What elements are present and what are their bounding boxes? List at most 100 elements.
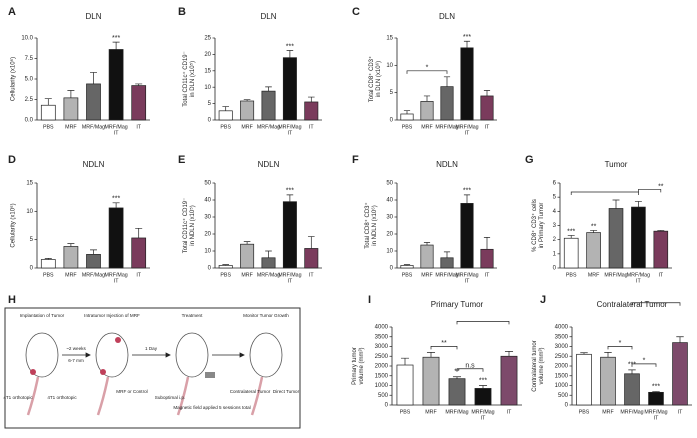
bracket xyxy=(430,346,458,350)
bar xyxy=(448,378,466,406)
step: Intratumor Injection of MRF xyxy=(84,313,140,318)
y-tick-label: 5 xyxy=(390,90,394,96)
y-axis-label: in Primary Tumor xyxy=(539,203,545,249)
error-bar xyxy=(89,249,98,255)
x-tick-label: IT xyxy=(309,272,314,278)
bar xyxy=(440,86,454,121)
y-tick-label: 0 xyxy=(30,266,34,272)
y-tick-label: 0 xyxy=(390,266,394,272)
error-bar xyxy=(286,50,294,58)
panel-label: E xyxy=(178,154,185,166)
x-tick-label: IT xyxy=(465,278,470,284)
error-bar xyxy=(483,237,491,250)
error-bar xyxy=(504,351,514,357)
significance: * xyxy=(619,340,622,347)
tail xyxy=(26,376,40,416)
y-tick-label: 2 xyxy=(553,237,557,243)
note: MRF or Control xyxy=(116,389,147,394)
y-tick-label: 20 xyxy=(204,232,211,238)
tail xyxy=(96,376,110,416)
step: Treatment xyxy=(182,313,203,318)
x-tick-label: IT xyxy=(136,124,141,130)
y-tick-label: 4 xyxy=(553,209,557,215)
panel-label: J xyxy=(540,294,546,306)
y-tick-label: 10 xyxy=(386,63,393,69)
error-bar xyxy=(112,202,120,208)
x-tick-label: MRF/Mag xyxy=(278,124,301,130)
y-axis-label: volume (mm³) xyxy=(539,347,545,384)
note: 4T1 orthotopic xyxy=(47,395,77,400)
y-axis-label: Total CD8⁺ CD3⁺ xyxy=(364,202,371,248)
x-tick-label: IT xyxy=(288,278,293,284)
chart-title: NDLN xyxy=(436,160,458,169)
mouse xyxy=(25,332,59,378)
y-tick-label: 10 xyxy=(386,249,393,255)
x-tick-label: MRF/Mag xyxy=(620,409,643,415)
x-tick-label: MRF/Mag xyxy=(644,409,667,415)
x-tick-label: PBS xyxy=(402,124,413,130)
bar xyxy=(218,265,233,269)
error-bar xyxy=(400,357,410,366)
y-tick-label: 0 xyxy=(208,118,212,124)
x-tick-label: PBS xyxy=(43,124,54,130)
bar xyxy=(218,110,233,121)
bar xyxy=(86,254,101,269)
x-tick-label: MRF xyxy=(241,124,253,130)
x-tick-label: PBS xyxy=(402,272,413,278)
y-axis-label: Primary tumor xyxy=(352,347,358,385)
significance: *** xyxy=(463,188,471,195)
y-tick-label: 1500 xyxy=(375,373,389,379)
chart-panel: G Tumor % CD8⁺ CD3⁺ cells in Primary Tumor 0… xyxy=(525,154,672,284)
chart-title: Tumor xyxy=(605,160,628,169)
chart-panel: E NDLN Total CD11c⁺ CD19⁻ in NDLN (x10⁵) 0 10… xyxy=(178,154,322,284)
y-tick-label: 15 xyxy=(204,68,211,74)
bracket xyxy=(570,191,639,195)
y-tick-label: 15 xyxy=(26,181,33,187)
y-axis-label: Contralateral tumor xyxy=(532,340,538,391)
x-tick-label: IT xyxy=(678,409,683,415)
y-tick-label: 0 xyxy=(208,266,212,272)
y-tick-label: 0 xyxy=(565,403,569,409)
bar xyxy=(240,100,255,121)
error-bar xyxy=(483,90,491,96)
y-tick-label: 20 xyxy=(386,232,393,238)
y-tick-label: 3500 xyxy=(375,334,389,340)
y-axis-label: Total CD11c⁺ CD19⁻ xyxy=(182,51,189,107)
y-tick-label: 1 xyxy=(553,251,557,257)
y-tick-label: 5.0 xyxy=(25,77,34,83)
x-tick-label: IT xyxy=(114,278,119,284)
y-axis-label: Cellularity (x10⁶) xyxy=(10,203,17,247)
bracket xyxy=(631,363,657,367)
note: Contralateral Tumor xyxy=(230,389,271,394)
y-axis-label: in NDLN (x10⁵) xyxy=(189,205,196,246)
bar xyxy=(420,101,434,121)
x-tick-label: PBS xyxy=(579,409,590,415)
y-tick-label: 15 xyxy=(386,36,393,42)
arrows xyxy=(62,352,245,358)
x-tick-label: MRF xyxy=(602,409,614,415)
x-tick-label: PBS xyxy=(43,272,54,278)
significance: *** xyxy=(286,188,294,195)
error-bar xyxy=(443,76,451,87)
significance: *** xyxy=(286,43,294,50)
error-bar xyxy=(307,236,315,249)
y-axis-label: Total CD11c⁺ CD19⁻ xyxy=(182,198,189,254)
step: Monitor Tumor Growth xyxy=(243,313,289,318)
bracket xyxy=(638,189,662,193)
chart-title: DLN xyxy=(439,12,455,21)
x-tick-label: MRF xyxy=(241,272,253,278)
chart-title: DLN xyxy=(260,12,276,21)
bar xyxy=(440,257,454,269)
x-tick-label: IT xyxy=(485,272,490,278)
error-bar xyxy=(590,230,598,233)
x-tick-label: MRF/Mag xyxy=(471,409,494,415)
significance: ** xyxy=(441,340,447,347)
x-tick-label: MRF/Mag xyxy=(435,272,458,278)
x-tick-label: IT xyxy=(636,278,641,284)
chart-title: DLN xyxy=(85,12,101,21)
y-tick-label: 1000 xyxy=(555,383,569,389)
tail xyxy=(176,376,190,416)
error-bar xyxy=(135,227,143,238)
error-bar xyxy=(580,352,588,355)
y-tick-label: 1500 xyxy=(555,373,569,379)
